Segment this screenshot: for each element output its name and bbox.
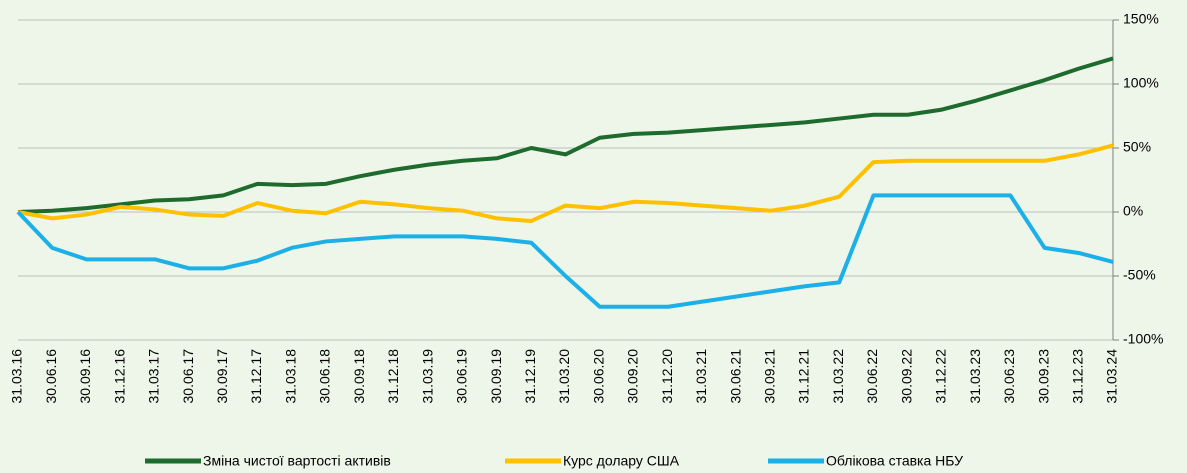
x-tick-label: 31.03.19 — [419, 349, 435, 404]
y-tick-label: -50% — [1123, 267, 1156, 283]
x-tick-label: 30.06.19 — [454, 349, 470, 404]
x-tick-label: 30.09.23 — [1035, 349, 1051, 404]
series-line — [17, 143, 1114, 223]
x-tick-label: 30.09.18 — [351, 349, 367, 404]
legend-label: Курс долару США — [563, 453, 680, 469]
y-tick-label: -100% — [1123, 331, 1163, 347]
x-tick-label: 30.06.17 — [180, 349, 196, 404]
x-tick-label: 31.12.23 — [1069, 349, 1085, 404]
x-tick-label: 30.06.18 — [317, 349, 333, 404]
x-tick-label: 30.09.20 — [625, 349, 641, 404]
x-tick-label: 30.09.22 — [898, 349, 914, 404]
x-tick-label: 30.09.19 — [488, 349, 504, 404]
x-tick-label: 30.06.21 — [727, 349, 743, 404]
legend-label: Облікова ставка НБУ — [826, 453, 963, 469]
x-tick-label: 30.06.20 — [590, 349, 606, 404]
x-tick-label: 31.03.18 — [282, 349, 298, 404]
x-tick-label: 31.03.21 — [693, 349, 709, 404]
x-tick-label: 31.12.19 — [522, 349, 538, 404]
x-tick-label: 30.09.21 — [762, 349, 778, 404]
x-tick-label: 30.06.22 — [864, 349, 880, 404]
x-tick-label: 31.03.16 — [9, 349, 25, 404]
y-tick-label: 150% — [1123, 11, 1159, 27]
x-tick-label: 31.03.24 — [1104, 349, 1120, 404]
x-tick-label: 31.12.22 — [933, 349, 949, 404]
x-tick-label: 31.03.23 — [967, 349, 983, 404]
y-tick-label: 50% — [1123, 139, 1151, 155]
x-tick-label: 31.12.21 — [796, 349, 812, 404]
x-tick-label: 31.12.16 — [111, 349, 127, 404]
x-tick-label: 31.12.18 — [385, 349, 401, 404]
x-tick-label: 31.03.17 — [146, 349, 162, 404]
series-line — [16, 193, 1114, 309]
y-tick-label: 0% — [1123, 203, 1143, 219]
x-tick-label: 30.09.16 — [77, 349, 93, 404]
y-tick-label: 100% — [1123, 75, 1159, 91]
x-tick-label: 30.06.16 — [43, 349, 59, 404]
x-tick-label: 31.03.20 — [556, 349, 572, 404]
series-line — [17, 56, 1114, 214]
x-tick-label: 30.09.17 — [214, 349, 230, 404]
x-tick-label: 31.03.22 — [830, 349, 846, 404]
x-tick-label: 30.06.23 — [1001, 349, 1017, 404]
legend-label: Зміна чистої вартості активів — [203, 453, 391, 469]
x-tick-label: 31.12.17 — [248, 349, 264, 404]
x-tick-label: 31.12.20 — [659, 349, 675, 404]
